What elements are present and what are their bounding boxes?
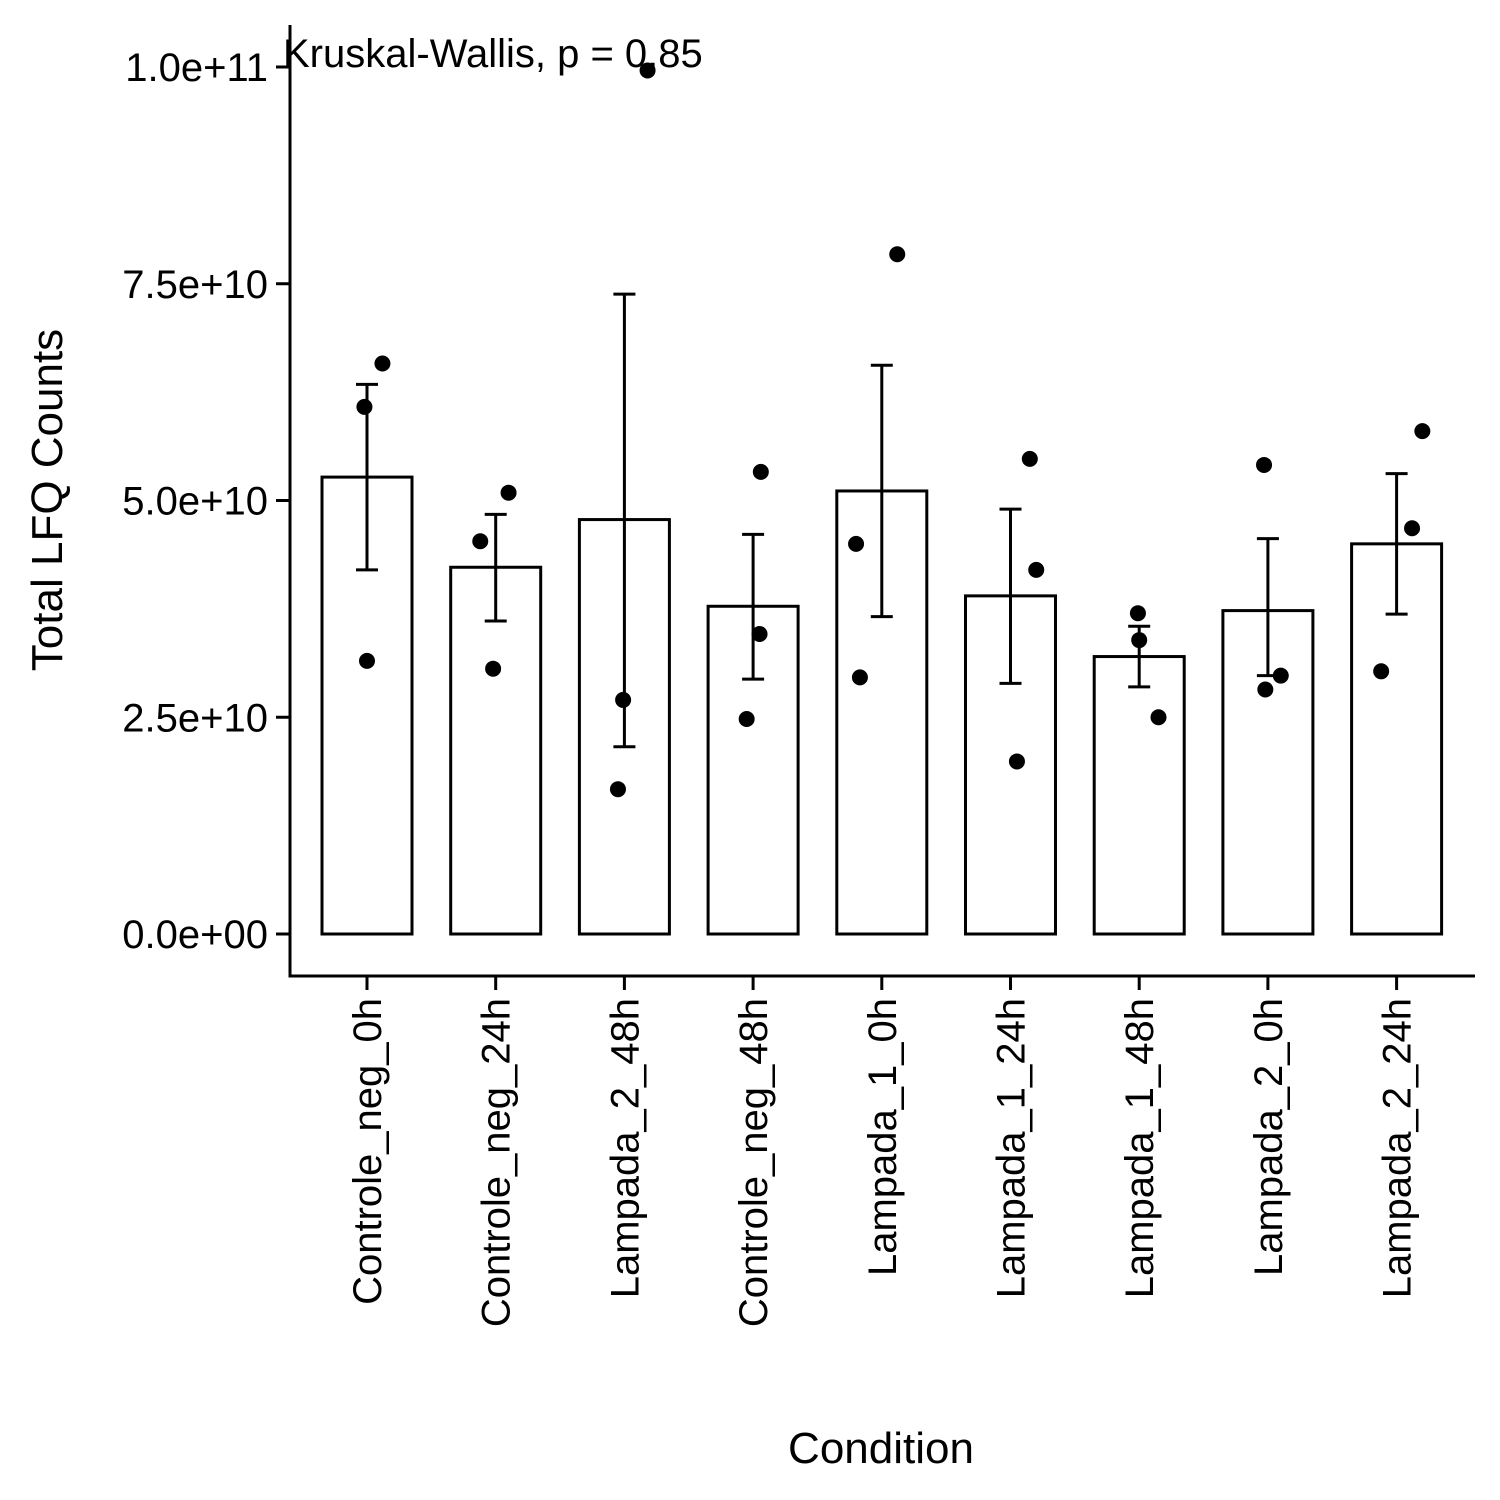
data-point <box>752 463 769 480</box>
data-point <box>851 669 868 686</box>
stat-test-annotation: Kruskal-Wallis, p = 0.85 <box>283 32 703 76</box>
y-tick-label: 7.5e+10 <box>122 263 268 307</box>
y-tick-label: 1.0e+11 <box>125 46 268 90</box>
bar <box>449 565 543 936</box>
data-point <box>738 710 755 727</box>
data-point <box>751 626 768 643</box>
data-point <box>1272 667 1289 684</box>
x-tick-label: Lampada_1_24h <box>990 998 1034 1298</box>
data-point <box>889 246 906 263</box>
data-point <box>639 62 656 79</box>
x-tick-label: Controle_neg_48h <box>732 998 776 1327</box>
data-point <box>1021 450 1038 467</box>
y-tick-label: 5.0e+10 <box>122 480 268 524</box>
data-point <box>1256 456 1273 473</box>
x-axis-title: Condition <box>788 1424 974 1473</box>
data-point <box>1131 632 1148 649</box>
data-point <box>615 691 632 708</box>
x-tick-label: Lampada_2_24h <box>1376 998 1420 1298</box>
y-axis-title: Total LFQ Counts <box>23 329 72 671</box>
data-point <box>1257 681 1274 698</box>
y-tick-label: 2.5e+10 <box>122 696 268 740</box>
bar <box>706 604 800 936</box>
data-point <box>485 660 502 677</box>
x-tick-label: Lampada_1_0h <box>861 998 905 1276</box>
data-point <box>609 781 626 798</box>
data-point <box>1008 753 1025 770</box>
data-point <box>1373 663 1390 680</box>
data-point <box>848 535 865 552</box>
data-point <box>472 533 489 550</box>
y-tick-label: 0.0e+00 <box>122 913 268 957</box>
x-tick-label: Controle_neg_0h <box>346 998 390 1305</box>
data-point <box>1414 423 1431 440</box>
bar <box>1092 655 1186 936</box>
x-tick-label: Lampada_1_48h <box>1118 998 1162 1298</box>
data-point <box>500 484 517 501</box>
axes-layer: 0.0e+00 2.5e+10 5.0e+10 7.5e+10 1.0e+11 Contr… <box>122 25 1475 1327</box>
data-point <box>359 652 375 669</box>
x-tick-label: Lampada_2_48h <box>603 998 647 1298</box>
data-point <box>1404 520 1421 537</box>
points-layer <box>356 62 1431 798</box>
data-point <box>1150 709 1167 726</box>
data-point <box>356 398 373 415</box>
x-tick-label: Lampada_2_0h <box>1247 998 1291 1276</box>
bar <box>1350 542 1444 936</box>
bar <box>835 489 929 936</box>
data-point <box>1129 605 1146 622</box>
error-bars-layer <box>356 292 1408 749</box>
data-point <box>1028 561 1045 578</box>
data-point <box>374 355 391 372</box>
x-tick-label: Controle_neg_24h <box>475 998 519 1327</box>
